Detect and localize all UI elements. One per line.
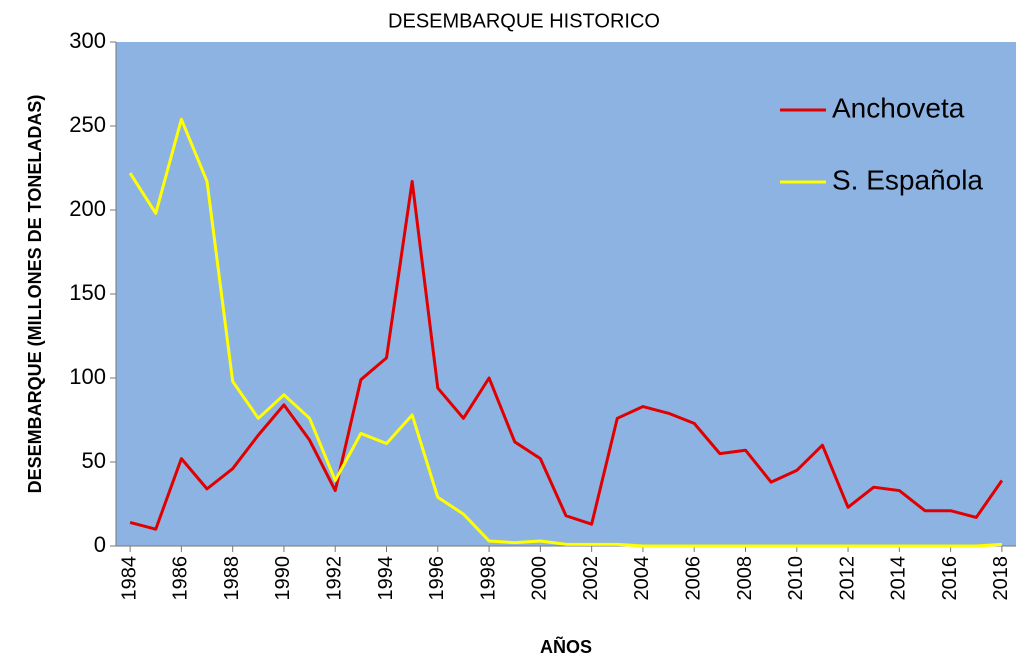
- x-tick-label: 2002: [580, 556, 602, 601]
- chart-title: DESEMBARQUE HISTORICO: [388, 10, 660, 32]
- x-axis-label: AÑOS: [540, 636, 592, 657]
- series-line: [129, 179, 1004, 531]
- y-tick-label: 0: [94, 532, 106, 557]
- x-tick-label: 1994: [375, 556, 397, 601]
- x-tick-label: 2016: [939, 556, 961, 601]
- x-tick-label: 1998: [477, 556, 499, 601]
- x-tick-label: 2018: [990, 556, 1012, 601]
- x-tick-label: 2008: [734, 556, 756, 601]
- y-tick-label: 200: [69, 196, 106, 221]
- x-tick-label: 2004: [631, 556, 653, 601]
- x-tick-label: 1990: [272, 556, 294, 601]
- x-tick-label: 1992: [324, 556, 346, 601]
- y-tick-label: 50: [82, 448, 106, 473]
- series-line: [128, 117, 1002, 548]
- x-tick-label: 1996: [426, 556, 448, 601]
- x-tick-label: 2000: [529, 556, 551, 601]
- y-tick-label: 300: [69, 28, 106, 53]
- x-tick-label: 1984: [118, 556, 140, 601]
- x-tick-label: 2014: [888, 556, 910, 601]
- plot-area: [116, 42, 1016, 546]
- y-tick-label: 100: [69, 364, 106, 389]
- y-tick-label: 150: [69, 280, 106, 305]
- legend-label: Anchoveta: [832, 92, 965, 123]
- x-tick-label: 1988: [221, 556, 243, 601]
- x-tick-label: 2006: [682, 556, 704, 601]
- y-axis-label: DESEMBARQUE (MILLONES DE TONELADAS): [25, 95, 45, 494]
- y-tick-label: 250: [69, 112, 106, 137]
- x-tick-label: 1986: [170, 556, 192, 601]
- legend-label: S. Española: [832, 164, 983, 195]
- x-tick-label: 2012: [836, 556, 858, 601]
- x-tick-label: 2010: [785, 556, 807, 601]
